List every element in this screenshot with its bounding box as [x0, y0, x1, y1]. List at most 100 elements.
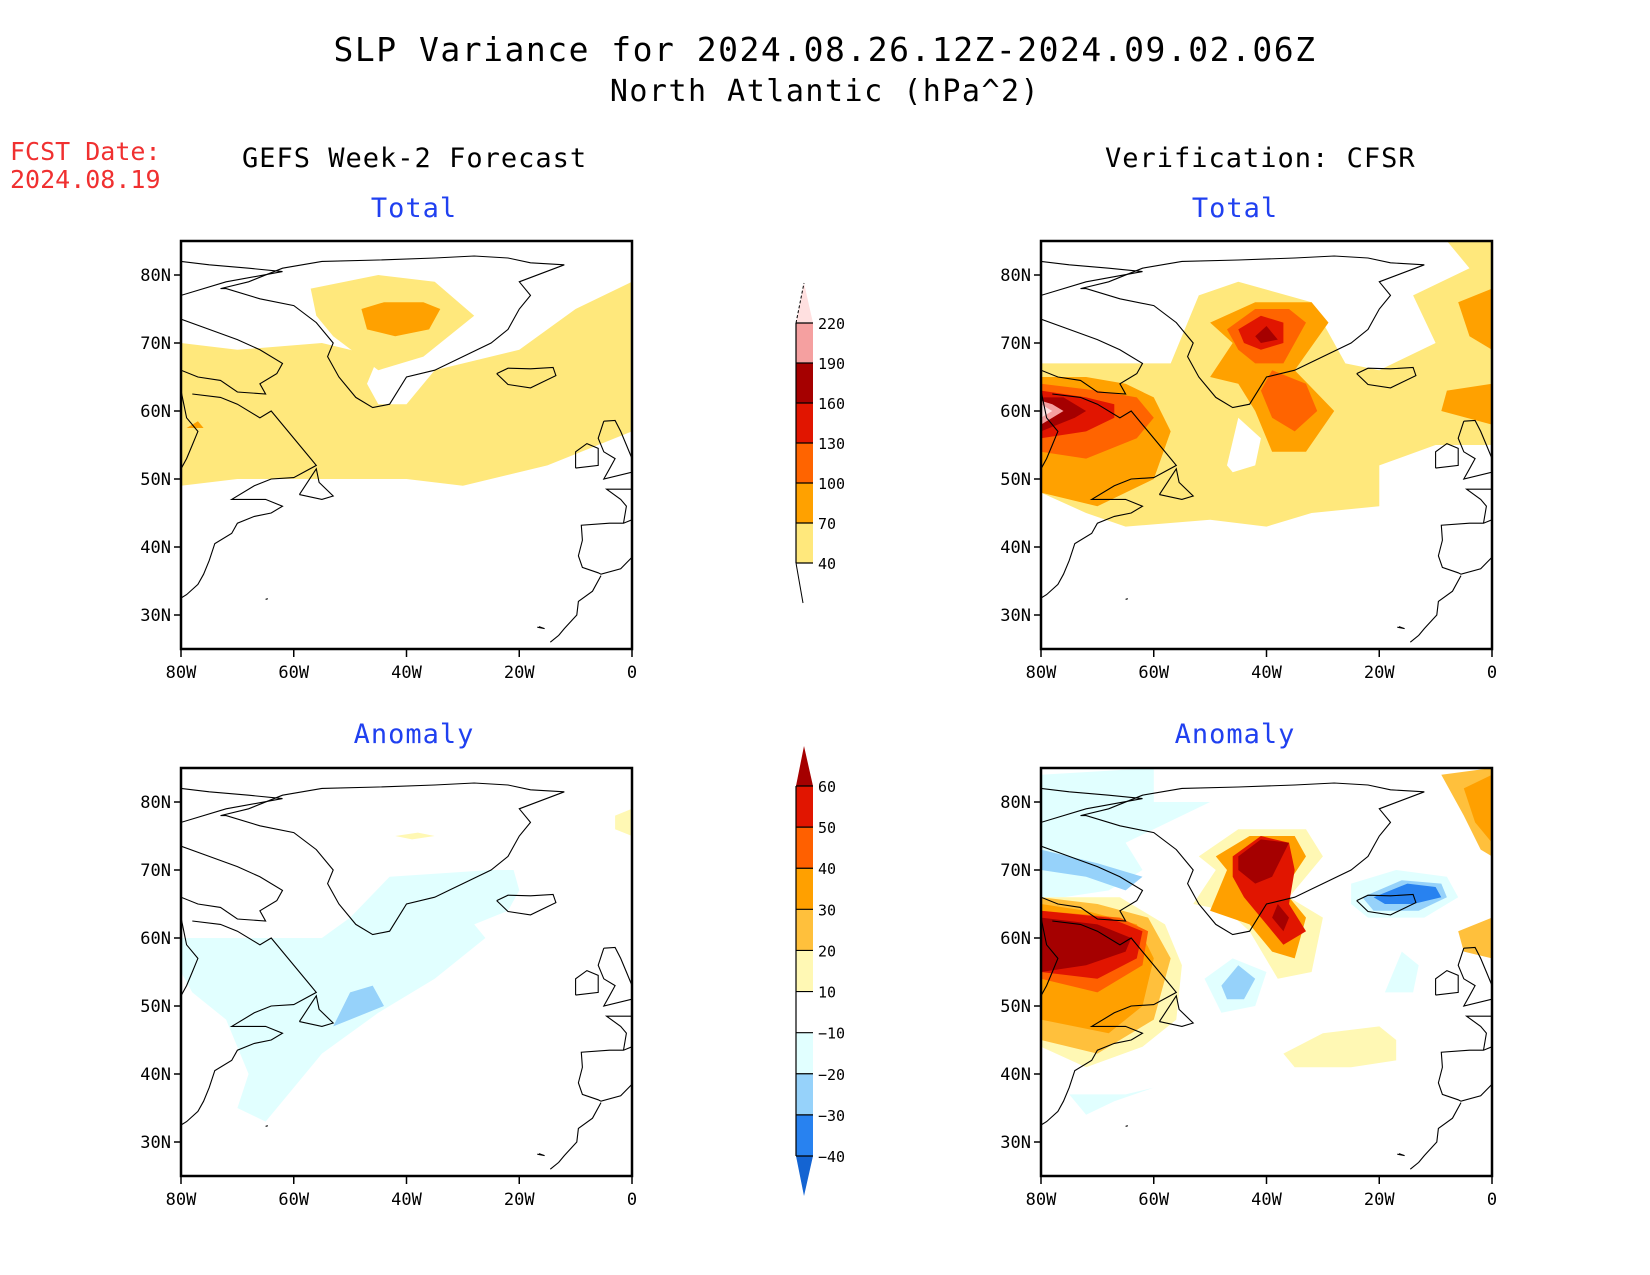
contour-region-10-20 — [615, 808, 632, 836]
coastline — [1409, 575, 1462, 643]
coastline — [1041, 260, 1143, 296]
y-tick-label: 80N — [140, 266, 171, 286]
coastline — [577, 519, 632, 575]
colorbar-label: 10 — [818, 984, 836, 1002]
colorbar-label: 60 — [818, 778, 836, 796]
map-panel-gefs-anomaly: 80W 60W 40W 20W 0 30N 40N 50N 60N 70N 80N — [140, 766, 637, 1210]
colorbar-segment — [796, 1073, 813, 1115]
x-tick-label: 0 — [1487, 663, 1497, 683]
y-tick-label: 70N — [140, 334, 171, 354]
colorbar-label: 130 — [818, 435, 845, 453]
colorbar-label: 160 — [818, 395, 845, 413]
x-tick-label: 80W — [1026, 1190, 1057, 1210]
colorbar-label: −30 — [818, 1107, 845, 1125]
contour-region-70-100 — [186, 421, 204, 428]
x-tick-label: 0 — [627, 663, 637, 683]
contour-region--40--30 — [1373, 883, 1442, 904]
colorbar-label: −10 — [818, 1025, 845, 1043]
colorbar-anomaly: −40 −30 −20 −10 10 20 30 40 50 60 — [795, 746, 845, 1196]
y-tick-label: 30N — [1000, 1133, 1031, 1153]
colorbar-segment — [796, 1032, 813, 1074]
contour-region-60+ — [1272, 904, 1289, 932]
contour-region-60+ — [1041, 917, 1132, 972]
colorbar-label: 40 — [818, 860, 836, 878]
y-tick-label: 50N — [1000, 470, 1031, 490]
map-content — [181, 255, 632, 643]
coastline — [1356, 893, 1417, 916]
coastline — [1437, 1046, 1492, 1102]
x-tick-label: 20W — [504, 1190, 535, 1210]
x-tick-label: 60W — [1138, 1190, 1169, 1210]
x-tick-label: 40W — [1251, 1190, 1282, 1210]
y-tick-label: 40N — [140, 1065, 171, 1085]
colorbar-label: 50 — [818, 819, 836, 837]
colorbar-extend-top — [796, 746, 813, 786]
x-tick-label: 0 — [627, 1190, 637, 1210]
coastline — [181, 390, 199, 470]
contour-region-10-20 — [1283, 1026, 1397, 1068]
colorbar-segment — [796, 483, 813, 523]
coastline — [1397, 1153, 1405, 1157]
x-tick-label: 40W — [1251, 663, 1282, 683]
y-tick-label: 80N — [140, 793, 171, 813]
coastline — [1041, 845, 1144, 922]
contour-region--30--20 — [1221, 965, 1256, 1000]
map-panel-cfsr-total: 80W 60W 40W 20W 0 30N 40N 50N 60N 70N 80N — [1000, 239, 1497, 683]
contour-region-70-100 — [361, 302, 441, 337]
column-title-cfsr: Verification: CFSR — [1105, 143, 1416, 174]
y-tick-label: 70N — [1000, 861, 1031, 881]
coastline — [1125, 1125, 1128, 1127]
forecast-date-label: FCST Date: — [10, 137, 161, 166]
coastline — [577, 1046, 632, 1102]
x-tick-label: 0 — [1487, 1190, 1497, 1210]
coastline — [537, 626, 545, 630]
coastline — [265, 1125, 268, 1127]
colorbar-total: 40 70 100 130 160 190 220 — [795, 282, 845, 604]
y-tick-label: 60N — [1000, 402, 1031, 422]
contour-region--30--20 — [1041, 849, 1143, 891]
contour-region-40-70 — [181, 281, 632, 486]
colorbar-extend-bottom — [796, 1156, 813, 1196]
colorbar-segment — [796, 991, 813, 1033]
chart-title: SLP Variance for 2024.08.26.12Z-2024.09.… — [333, 30, 1317, 69]
forecast-date-value: 2024.08.19 — [10, 165, 161, 194]
coastline — [220, 255, 565, 409]
x-tick-label: 40W — [391, 1190, 422, 1210]
colorbar-segment — [796, 868, 813, 910]
coastline — [1464, 1015, 1492, 1051]
coastline — [298, 467, 335, 500]
coastline — [220, 782, 565, 936]
coastline — [549, 1102, 602, 1170]
coastline — [604, 1015, 632, 1051]
y-tick-label: 30N — [140, 606, 171, 626]
coastline — [1041, 787, 1143, 823]
coastline — [496, 893, 557, 916]
colorbar-label: 70 — [818, 515, 836, 533]
x-tick-label: 80W — [1026, 663, 1057, 683]
colorbar-segment — [796, 827, 813, 869]
coastline — [1464, 488, 1492, 524]
coastline — [1158, 467, 1195, 500]
coastline — [1125, 598, 1128, 600]
coastline — [1356, 366, 1417, 389]
panel-title-gefs-total: Total — [370, 193, 458, 224]
coastline — [496, 366, 557, 389]
coastline — [1080, 782, 1425, 936]
contour-region--20--10 — [1069, 1087, 1154, 1115]
x-tick-label: 60W — [1138, 663, 1169, 683]
contour-region-220+ — [1041, 404, 1053, 418]
y-tick-label: 30N — [140, 1133, 171, 1153]
coastline — [1041, 318, 1144, 395]
colorbar-label: −40 — [818, 1148, 845, 1166]
colorbar-extend-top — [796, 283, 813, 323]
coastline — [575, 969, 599, 996]
x-tick-label: 80W — [166, 1190, 197, 1210]
coastline — [1435, 442, 1459, 469]
colorbar-segment — [796, 1114, 813, 1156]
coastline — [1409, 1102, 1462, 1170]
y-tick-label: 40N — [1000, 1065, 1031, 1085]
colorbar-label: 30 — [818, 901, 836, 919]
map-panel-gefs-total: 80W 60W 40W 20W 0 30N 40N 50N 60N 70N 80N — [140, 239, 637, 683]
x-tick-label: 20W — [504, 663, 535, 683]
y-tick-label: 40N — [1000, 538, 1031, 558]
